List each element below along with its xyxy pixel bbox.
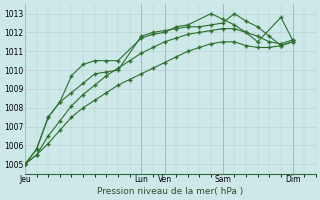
- X-axis label: Pression niveau de la mer( hPa ): Pression niveau de la mer( hPa ): [97, 187, 244, 196]
